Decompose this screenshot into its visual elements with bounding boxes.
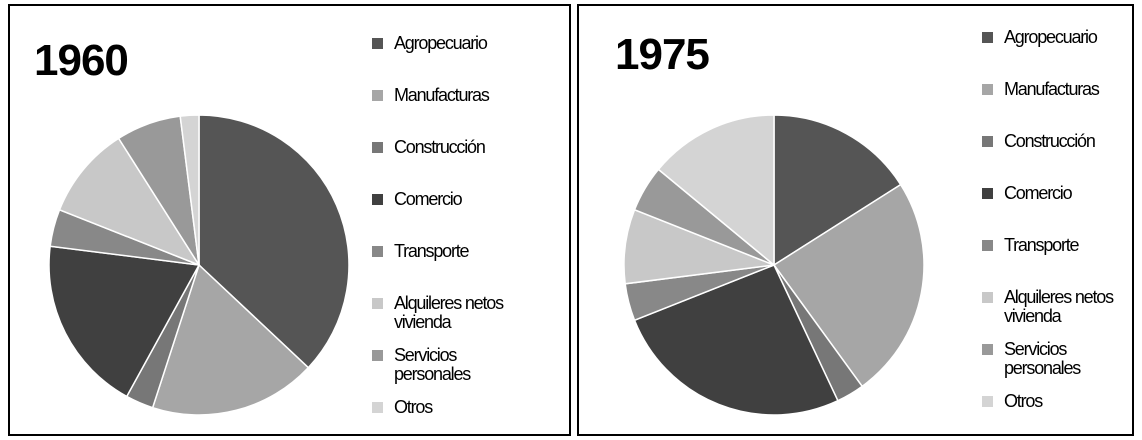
legend-swatch xyxy=(372,90,383,101)
pie-slice xyxy=(179,114,200,266)
legend-item: Transporte xyxy=(982,236,1142,255)
legend-label: Otros xyxy=(1004,391,1043,411)
legend-item: Construcción xyxy=(982,132,1142,151)
legend-item: Agropecuario xyxy=(982,28,1142,47)
legend-swatch xyxy=(982,396,993,407)
legend-item: Agropecuario xyxy=(372,34,532,53)
chart-panel: 1975 Agropecuario Manufacturas Construcción… xyxy=(577,4,1134,436)
pie-chart xyxy=(48,114,350,416)
legend-item: Manufacturas xyxy=(982,80,1142,99)
legend-label: Servicios personales xyxy=(1004,339,1081,378)
legend-label: Transporte xyxy=(1004,235,1080,255)
legend-label: Construcción xyxy=(1004,131,1096,151)
pie-slice xyxy=(48,245,201,398)
legend-swatch xyxy=(372,350,383,361)
legend-swatch xyxy=(982,240,993,251)
chart-title: 1960 xyxy=(34,36,129,85)
legend-item: Comercio xyxy=(982,184,1142,203)
legend-swatch xyxy=(372,142,383,153)
legend-label: Alquileres netos vivienda xyxy=(1004,287,1114,326)
legend-label: Transporte xyxy=(394,241,470,261)
legend-label: Agropecuario xyxy=(1004,27,1098,47)
legend-label: Servicios personales xyxy=(394,345,471,384)
legend-swatch xyxy=(982,188,993,199)
pie-slice xyxy=(772,183,925,388)
chart-title: 1975 xyxy=(615,30,710,79)
legend-swatch xyxy=(372,298,383,309)
legend-label: Agropecuario xyxy=(394,33,488,53)
legend-label: Comercio xyxy=(1004,183,1073,203)
legend-swatch xyxy=(982,344,993,355)
pie-chart xyxy=(623,114,925,416)
legend-swatch xyxy=(982,136,993,147)
legend-item: Servicios personales xyxy=(372,346,532,384)
legend-item: Construcción xyxy=(372,138,532,157)
pie-slice xyxy=(151,263,310,416)
legend-swatch xyxy=(372,38,383,49)
legend-swatch xyxy=(982,32,993,43)
legend-label: Manufacturas xyxy=(394,85,490,105)
legend-item: Alquileres netos vivienda xyxy=(982,288,1142,326)
chart-panel: 1960 Agropecuario Manufacturas Construcción… xyxy=(8,4,571,436)
legend-item: Alquileres netos vivienda xyxy=(372,294,532,332)
legend-swatch xyxy=(372,246,383,257)
pie-slice xyxy=(198,114,350,369)
legend-swatch xyxy=(982,84,993,95)
legend-swatch xyxy=(982,292,993,303)
pie-slice xyxy=(633,264,839,416)
legend-item: Transporte xyxy=(372,242,532,261)
legend-item: Comercio xyxy=(372,190,532,209)
legend-label: Manufacturas xyxy=(1004,79,1100,99)
legend-item: Otros xyxy=(982,392,1142,411)
legend-swatch xyxy=(372,402,383,413)
pie-slice xyxy=(58,137,201,267)
pie-slice xyxy=(657,114,775,267)
legend-label: Construcción xyxy=(394,137,486,157)
legend-label: Alquileres netos vivienda xyxy=(394,293,504,332)
legend-swatch xyxy=(372,194,383,205)
legend-label: Comercio xyxy=(394,189,463,209)
pie-slice xyxy=(773,114,902,267)
legend-label: Otros xyxy=(394,397,433,417)
legend-item: Servicios personales xyxy=(982,340,1142,378)
legend-item: Manufacturas xyxy=(372,86,532,105)
legend-item: Otros xyxy=(372,398,532,417)
